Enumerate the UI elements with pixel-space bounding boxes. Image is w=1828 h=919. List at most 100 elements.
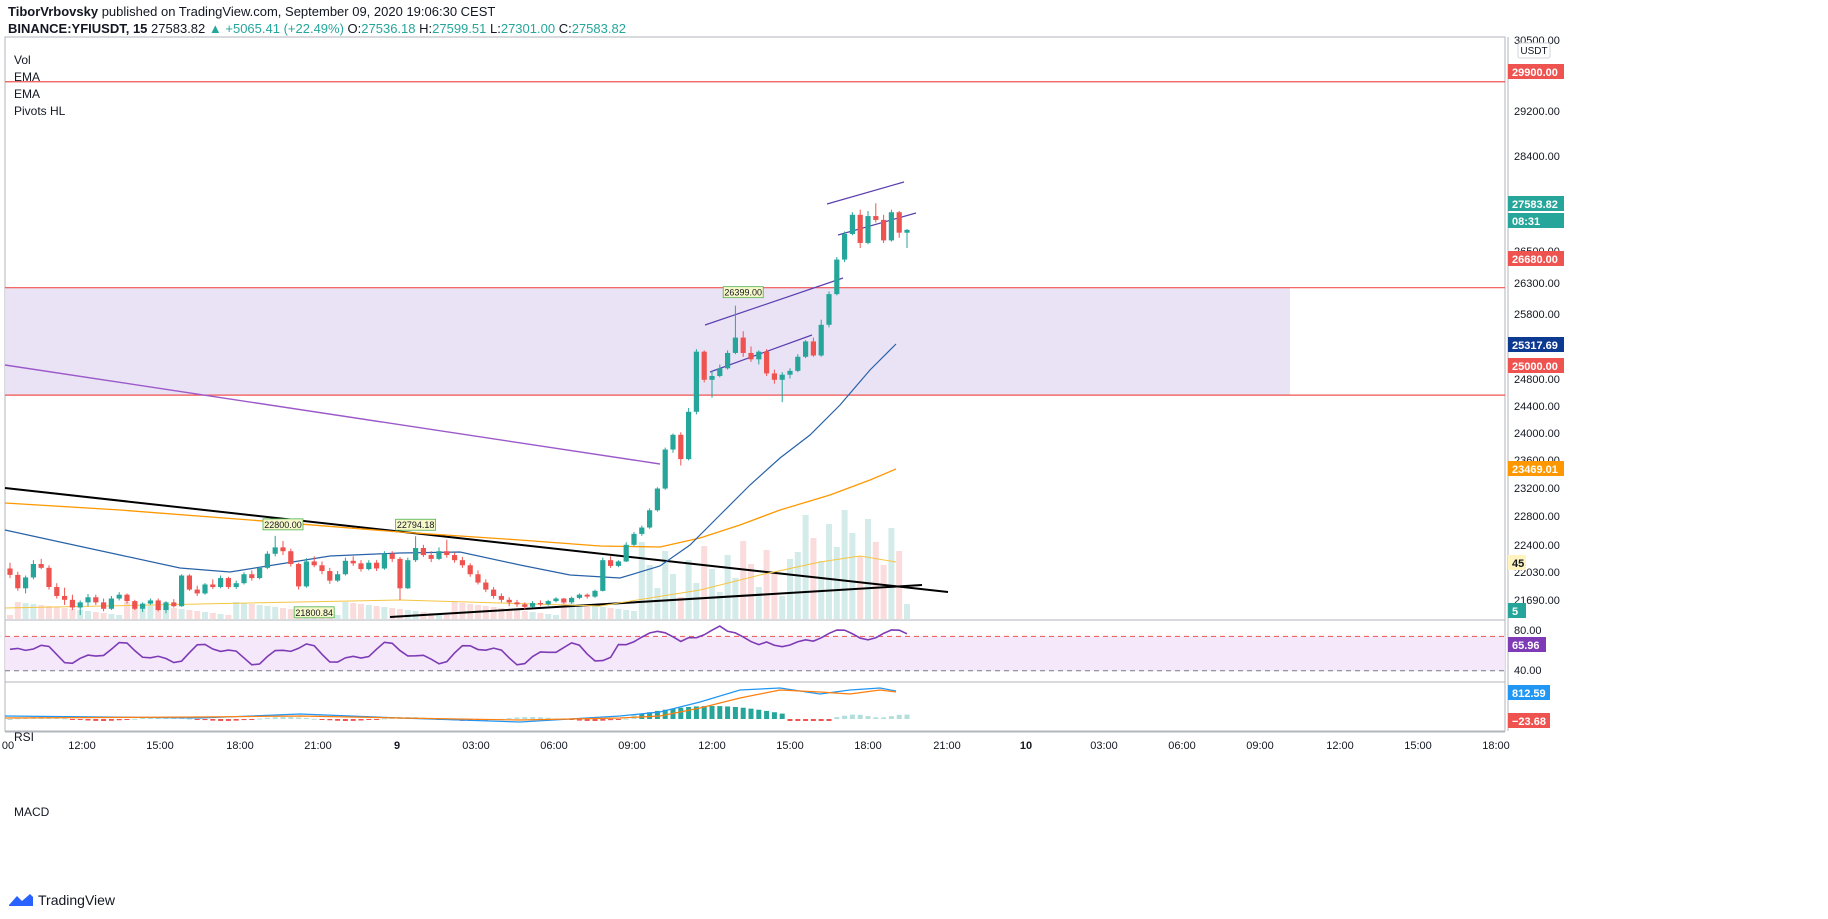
- macd-histogram-bar: [842, 715, 848, 719]
- signal-value-tag: [1508, 713, 1550, 728]
- candle-body: [389, 553, 395, 559]
- macd-histogram-bar: [537, 717, 543, 719]
- macd-histogram-bar: [725, 706, 731, 719]
- candle-body: [452, 555, 458, 561]
- volume-bar: [498, 608, 505, 619]
- candle-body: [904, 229, 910, 233]
- macd-histogram-bar: [810, 719, 816, 721]
- legend-ema-2[interactable]: EMA: [14, 87, 41, 101]
- symbol-label[interactable]: BINANCE:YFIUSDT, 15: [8, 21, 148, 36]
- volume-bar: [584, 605, 591, 619]
- volume-bar: [451, 602, 458, 619]
- candle-body: [69, 599, 75, 608]
- time-axis-label: 15:00: [776, 740, 804, 752]
- candle-body: [467, 565, 473, 575]
- candle-body: [553, 598, 559, 602]
- ema-fast-line: [4, 343, 897, 579]
- volume-bar: [849, 533, 856, 619]
- time-axis-label: 15:00: [1404, 740, 1432, 752]
- tradingview-logo[interactable]: TradingView: [8, 892, 115, 908]
- volume-bar: [7, 615, 13, 619]
- legend-vol[interactable]: Vol: [14, 53, 31, 67]
- price-tag-bg: [1508, 213, 1564, 228]
- volume-bar: [638, 542, 645, 619]
- candle-body: [342, 560, 348, 575]
- candle-body: [725, 352, 731, 369]
- macd-histogram-bar: [592, 719, 598, 721]
- macd-histogram-bar: [623, 718, 629, 720]
- legend-pivots[interactable]: Pivots HL: [14, 104, 66, 118]
- volume-bar: [880, 565, 887, 619]
- high-value: 27599.51: [432, 21, 487, 36]
- time-axis-label: 06:00: [1168, 740, 1196, 752]
- candle-body: [46, 567, 52, 588]
- macd-histogram-bar: [303, 718, 309, 720]
- macd-histogram-bar: [647, 712, 653, 719]
- macd-histogram-bar: [888, 716, 894, 719]
- candle-body: [280, 547, 286, 552]
- rsi-pane-label[interactable]: RSI: [14, 730, 35, 744]
- volume-bar: [92, 612, 99, 619]
- macd-histogram-bar: [7, 719, 13, 720]
- volume-bar: [506, 609, 513, 619]
- macd-histogram-bar: [69, 719, 75, 720]
- macd-histogram-bar: [194, 719, 200, 720]
- volume-bar: [272, 607, 279, 619]
- candle-body: [350, 560, 356, 564]
- volume-bar: [287, 609, 294, 619]
- candle-body: [54, 587, 60, 596]
- legend-ema-1[interactable]: EMA: [14, 70, 41, 84]
- macd-histogram-bar: [693, 706, 699, 719]
- pivot-label: 22794.18: [397, 520, 435, 530]
- volume-bar: [888, 528, 895, 619]
- candle-body: [15, 574, 21, 589]
- candle-body: [834, 259, 840, 295]
- volume-bar: [872, 542, 879, 619]
- candle-body: [381, 553, 387, 569]
- macd-histogram-bar: [93, 719, 99, 721]
- volume-bar: [365, 605, 372, 619]
- candle-body: [101, 602, 107, 609]
- volume-bar: [740, 541, 747, 619]
- volume-bar: [397, 609, 403, 619]
- macd-histogram-bar: [873, 717, 879, 719]
- currency-badge[interactable]: [1517, 42, 1551, 59]
- candle-body: [210, 584, 216, 588]
- candle-body: [257, 567, 263, 579]
- candle-body: [459, 560, 465, 566]
- macd-histogram-bar: [319, 719, 325, 720]
- volume-bar: [53, 607, 60, 619]
- volume-bar: [186, 610, 193, 619]
- candle-body: [264, 553, 270, 568]
- price-tag-label: 08:31: [1512, 216, 1540, 228]
- pivot-label-box: [395, 518, 437, 531]
- macd-pane-label[interactable]: MACD: [14, 805, 50, 819]
- candle-body: [405, 560, 411, 589]
- volume-bar: [841, 510, 848, 619]
- macd-histogram-bar: [358, 719, 364, 721]
- time-axis-label: 09:00: [618, 740, 646, 752]
- volume-bar: [350, 603, 357, 619]
- macd-histogram-bar: [62, 718, 68, 720]
- pivot-label: 21800.84: [295, 608, 333, 618]
- candle-body: [576, 594, 582, 598]
- open-value: 27536.18: [361, 21, 416, 36]
- candle-body: [358, 563, 364, 570]
- candle-body: [374, 562, 380, 569]
- time-axis-label: 15:00: [146, 740, 174, 752]
- candle-body: [491, 589, 497, 596]
- price-axis-tick: 26300.00: [1514, 278, 1560, 290]
- macd-histogram-bar: [818, 719, 824, 721]
- macd-histogram-bar: [366, 719, 372, 720]
- resistance-zone: [5, 287, 1290, 396]
- volume-bar: [685, 560, 692, 619]
- macd-histogram-bar: [803, 719, 809, 721]
- price-tag-bg: [1508, 251, 1564, 266]
- volume-bar: [553, 615, 559, 619]
- macd-histogram-bar: [506, 718, 512, 720]
- author-name[interactable]: TiborVrbovsky: [8, 4, 99, 19]
- price-tag-label: 25317.69: [1512, 340, 1558, 352]
- price-tag-label: 45: [1512, 558, 1524, 570]
- macd-histogram-bar: [249, 719, 255, 720]
